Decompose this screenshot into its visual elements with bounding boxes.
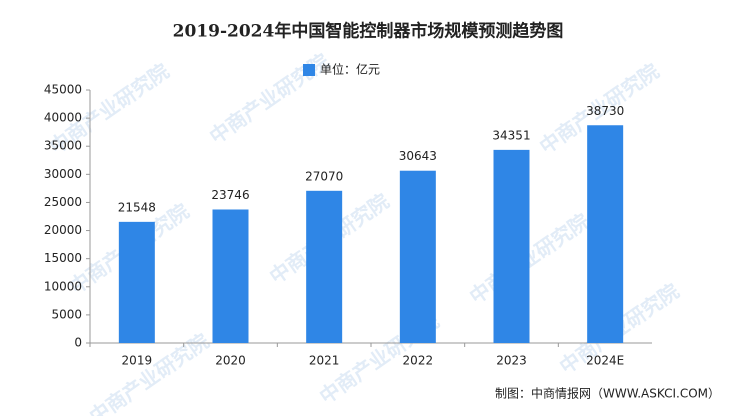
value-label: 34351 bbox=[492, 128, 530, 142]
y-tick-label: 25000 bbox=[44, 195, 82, 209]
y-tick-label: 40000 bbox=[44, 111, 82, 125]
value-label: 21548 bbox=[118, 200, 156, 214]
y-tick-label: 30000 bbox=[44, 167, 82, 181]
y-tick-label: 5000 bbox=[51, 307, 82, 321]
bar bbox=[212, 209, 249, 343]
x-tick-label: 2022 bbox=[403, 354, 434, 368]
y-tick-label: 0 bbox=[74, 336, 82, 350]
source-note: 制图：中商情报网（WWW.ASKCI.COM） bbox=[495, 386, 720, 401]
x-tick-label: 2021 bbox=[309, 354, 340, 368]
bar bbox=[493, 149, 530, 343]
chart-title: 2019-2024年中国智能控制器市场规模预测趋势图 bbox=[173, 21, 564, 42]
x-tick-label: 2020 bbox=[215, 354, 246, 368]
bar bbox=[306, 190, 343, 343]
value-label: 30643 bbox=[399, 149, 437, 163]
y-tick-label: 20000 bbox=[44, 223, 82, 237]
bar bbox=[399, 170, 436, 343]
bar bbox=[118, 221, 155, 343]
value-label: 27070 bbox=[305, 169, 343, 183]
value-label: 38730 bbox=[586, 104, 624, 118]
y-tick-label: 35000 bbox=[44, 139, 82, 153]
y-tick-label: 10000 bbox=[44, 279, 82, 293]
bar bbox=[587, 125, 624, 343]
x-tick-label: 2024E bbox=[586, 354, 624, 368]
legend-swatch bbox=[303, 64, 315, 76]
value-label: 23746 bbox=[211, 188, 249, 202]
legend-label: 单位：亿元 bbox=[320, 62, 380, 77]
x-tick-label: 2019 bbox=[122, 354, 153, 368]
y-tick-label: 15000 bbox=[44, 251, 82, 265]
x-tick-label: 2023 bbox=[496, 354, 527, 368]
y-tick-label: 45000 bbox=[44, 83, 82, 97]
